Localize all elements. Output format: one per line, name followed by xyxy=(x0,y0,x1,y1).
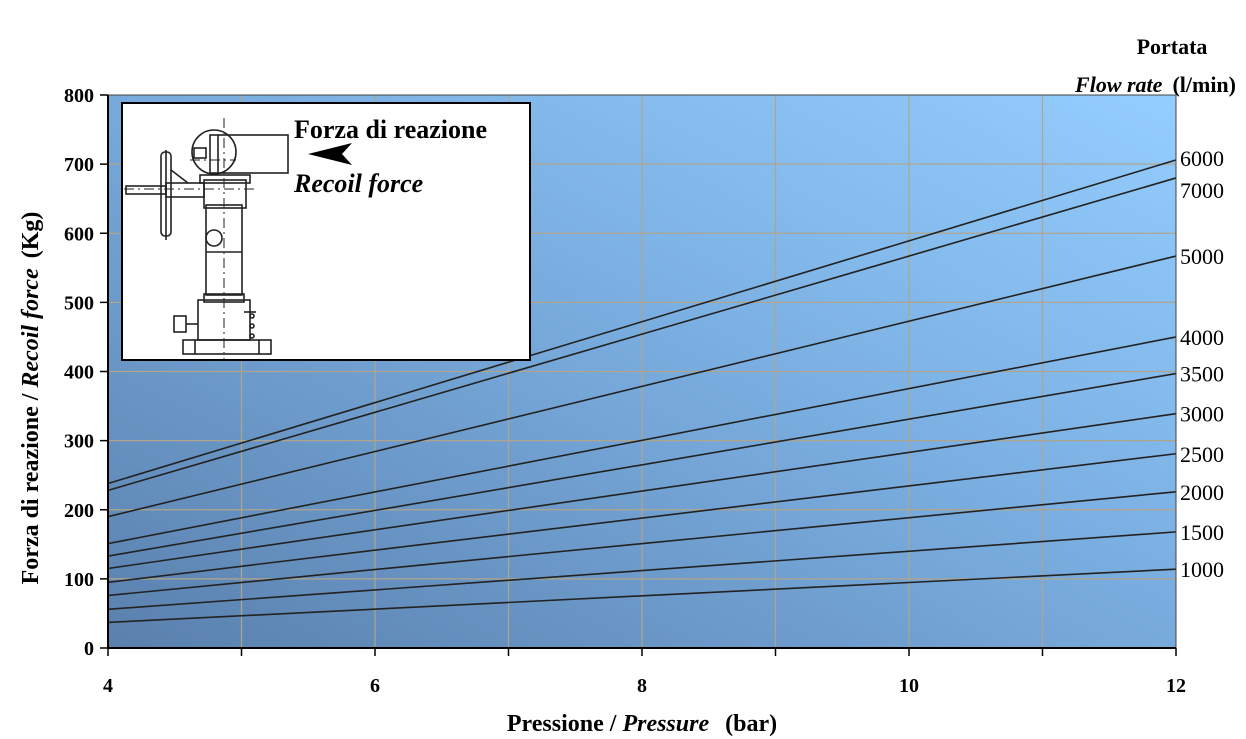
inset-label: Forza di reazione xyxy=(294,115,487,144)
y-tick-label: 600 xyxy=(64,223,94,245)
x-tick-label: 12 xyxy=(1166,675,1186,697)
flow-label-1500: 1500 xyxy=(1180,520,1224,545)
inset-label-italic: Recoil force xyxy=(293,169,423,198)
series-lines xyxy=(107,159,1177,624)
y-tick-label: 100 xyxy=(64,569,94,591)
flow-rate-labels: 1000 1500 2000 2500 3000 3500 4000 5000 6000 7000 xyxy=(1180,146,1224,582)
y-tick-label: 300 xyxy=(64,431,94,453)
x-axis-title: Pressione / Pressure (bar) xyxy=(507,711,777,737)
x-ticks: 4 6 8 10 12 xyxy=(103,648,1186,697)
x-tick-label: 6 xyxy=(370,675,380,697)
flow-rate-header-2: Flow rate (l/min) xyxy=(1074,72,1236,97)
flow-label-1000: 1000 xyxy=(1180,557,1224,582)
series-line-5000 xyxy=(107,255,1177,518)
x-tick-label: 8 xyxy=(637,675,647,697)
series-line-6000 xyxy=(107,159,1177,485)
flow-rate-unit: (l/min) xyxy=(1172,72,1236,97)
flow-label-3500: 3500 xyxy=(1180,362,1224,387)
flow-label-4000: 4000 xyxy=(1180,325,1224,350)
series-line-3500 xyxy=(107,372,1177,557)
series-line-2500 xyxy=(107,452,1177,584)
flow-label-5000: 5000 xyxy=(1180,244,1224,269)
flow-rate-italic: Flow rate xyxy=(1074,72,1163,97)
x-tick-label: 10 xyxy=(899,675,919,697)
y-tick-label: 400 xyxy=(64,362,94,384)
y-axis-title-unit: (Kg) xyxy=(18,212,44,259)
x-axis-title-main: Pressione / xyxy=(507,711,623,737)
series-line-3000 xyxy=(107,412,1177,570)
inset-panel: Forza di reazione Recoil force xyxy=(121,102,531,361)
y-tick-label: 700 xyxy=(64,154,94,176)
inset-box xyxy=(121,102,531,361)
y-tick-label: 0 xyxy=(84,638,94,660)
x-axis-title-italic: Pressure xyxy=(621,711,709,737)
y-tick-label: 500 xyxy=(64,292,94,314)
series-line-4000 xyxy=(107,336,1177,545)
y-axis-title-italic: Recoil force xyxy=(18,268,44,389)
arrow-icon xyxy=(308,143,352,165)
series-line-1000 xyxy=(107,568,1177,624)
flow-label-2000: 2000 xyxy=(1180,480,1224,505)
series-line-7000 xyxy=(107,177,1177,492)
y-tick-label: 800 xyxy=(64,85,94,107)
flow-label-2500: 2500 xyxy=(1180,442,1224,467)
y-tick-label: 200 xyxy=(64,500,94,522)
x-tick-label: 4 xyxy=(103,675,113,697)
y-axis-title: Forza di reazione / Recoil force (Kg) xyxy=(18,212,44,585)
flow-label-3000: 3000 xyxy=(1180,402,1224,427)
series-line-1500 xyxy=(107,531,1177,611)
y-axis-title-main: Forza di reazione / xyxy=(18,388,44,585)
x-axis-title-unit: (bar) xyxy=(725,711,777,737)
y-ticks: 0 100 200 300 400 500 600 700 800 xyxy=(64,85,108,660)
series-line-2000 xyxy=(107,490,1177,597)
flow-label-7000: 7000 xyxy=(1180,178,1224,203)
monitor-drawing xyxy=(124,118,289,360)
flow-label-6000: 6000 xyxy=(1180,146,1224,171)
flow-rate-header: Portata xyxy=(1137,34,1208,59)
